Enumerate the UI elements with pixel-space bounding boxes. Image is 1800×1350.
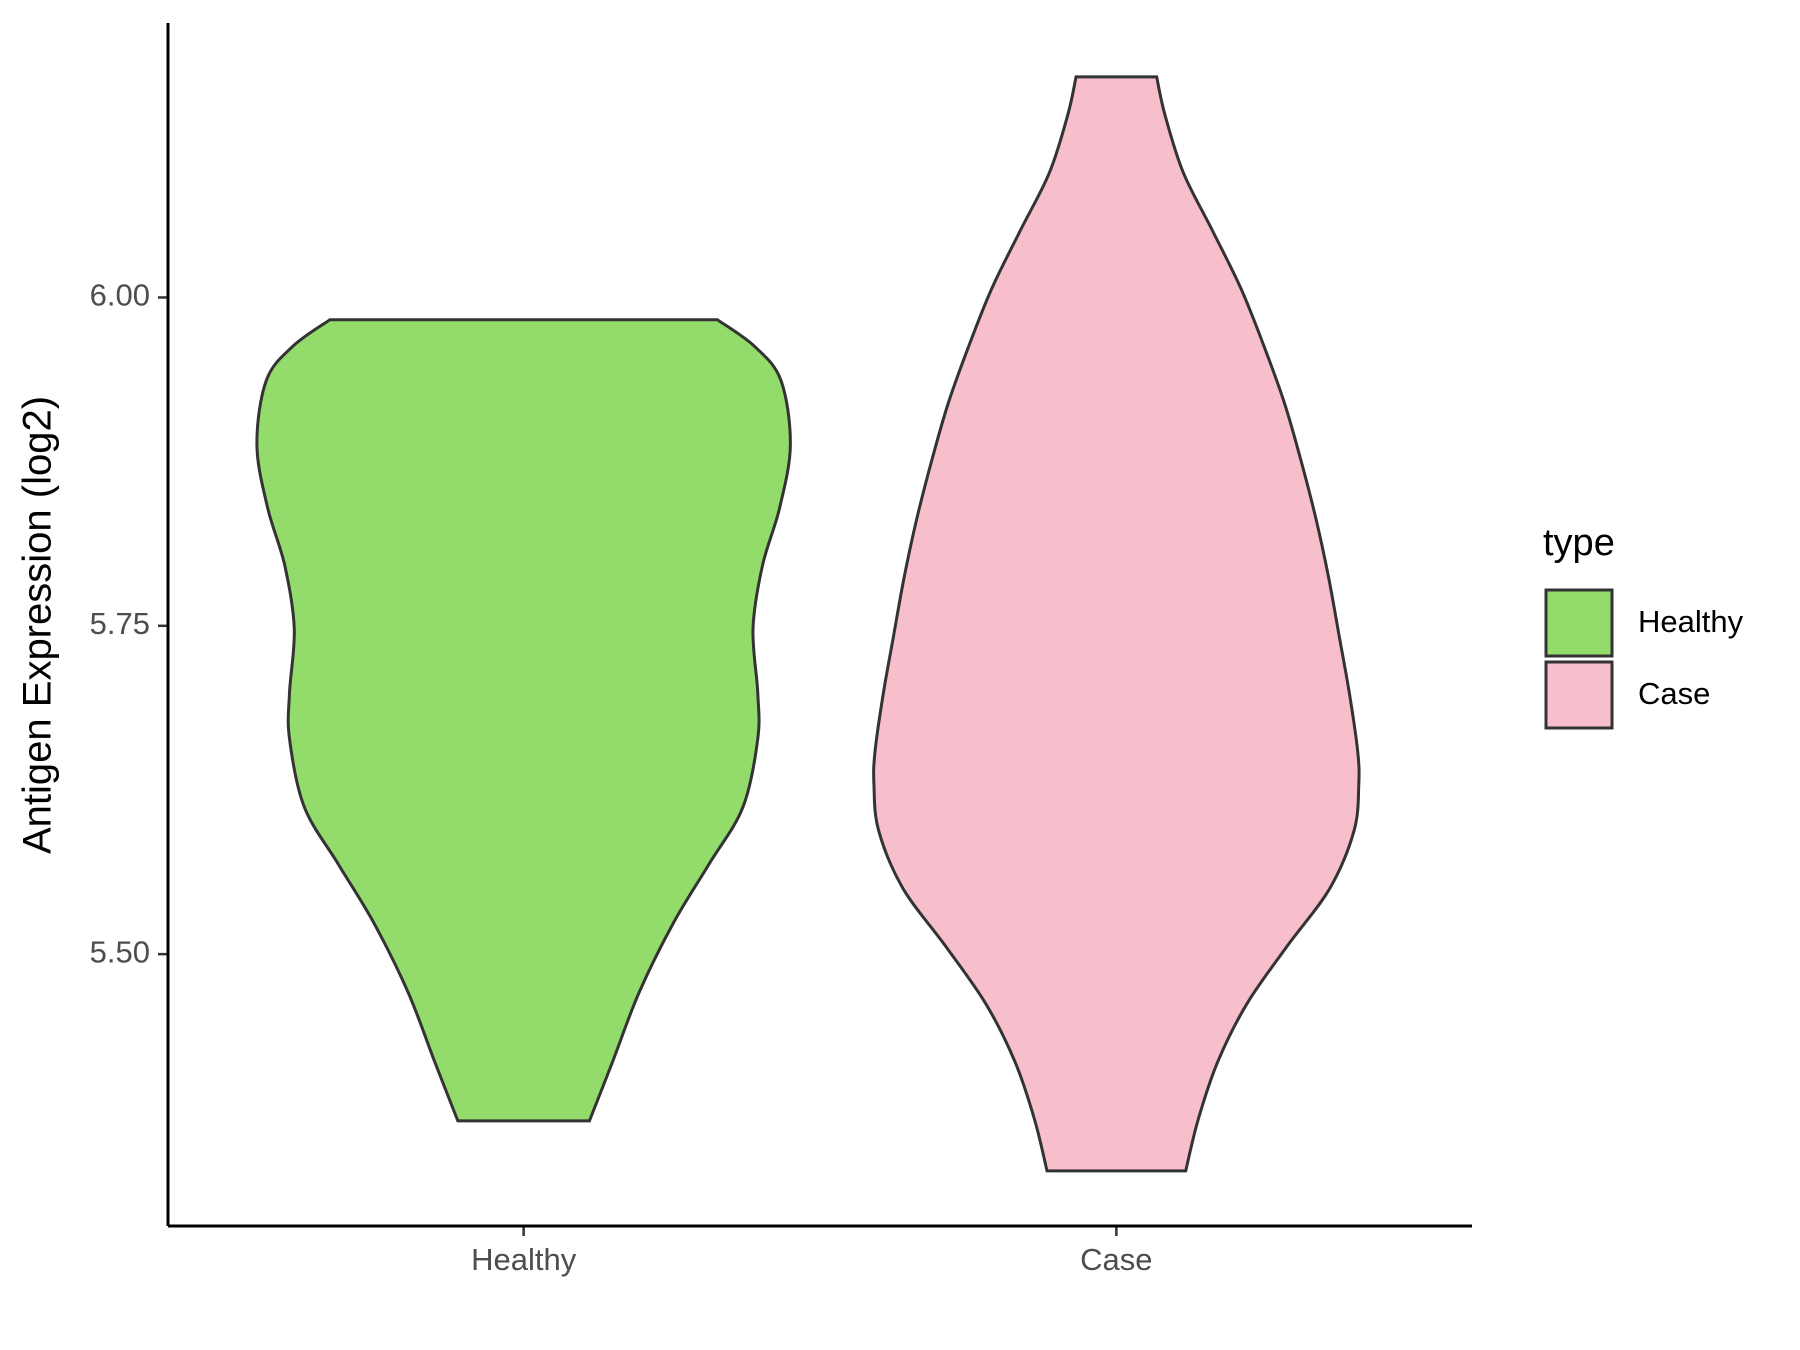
violin	[872, 75, 1361, 1173]
legend-swatch	[1544, 588, 1614, 658]
x-tick-label: Case	[1080, 1242, 1152, 1277]
x-tick-label: Healthy	[471, 1242, 577, 1277]
legend-swatch	[1544, 660, 1614, 730]
legend-label: Healthy	[1638, 604, 1744, 639]
legend-title: type	[1543, 522, 1615, 564]
legend-label: Case	[1638, 676, 1710, 711]
y-tick-label: 5.75	[90, 606, 150, 641]
y-tick-label: 5.50	[90, 934, 150, 969]
y-axis-label: Antigen Expression (log2)	[16, 396, 60, 854]
y-tick-label: 6.00	[90, 278, 150, 313]
violin	[255, 318, 792, 1123]
